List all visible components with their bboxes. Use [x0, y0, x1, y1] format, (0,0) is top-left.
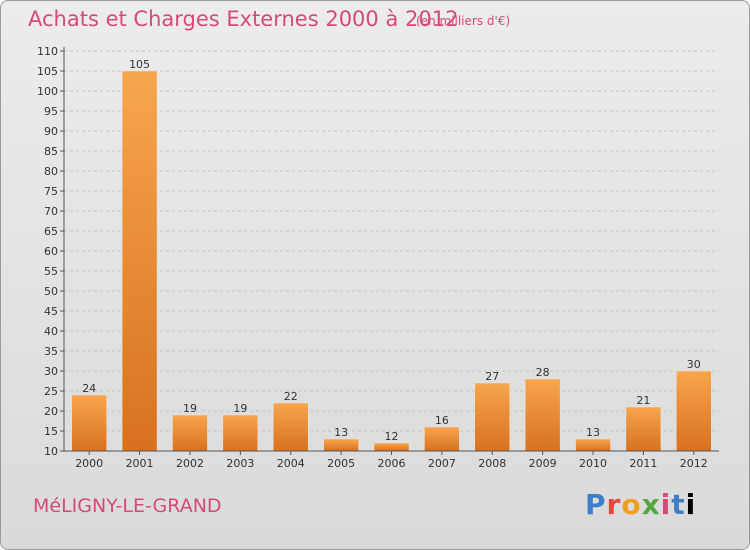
x-tick-label: 2008 — [478, 457, 506, 470]
y-tick-label: 90 — [44, 125, 58, 138]
proxiti-logo: Proxiti — [585, 488, 696, 521]
logo-letter: r — [606, 488, 622, 521]
y-tick-label: 55 — [44, 265, 58, 278]
y-tick-label: 75 — [44, 185, 58, 198]
grid-lines — [64, 50, 719, 452]
bar-value-label: 105 — [129, 58, 150, 71]
bar-value-label: 27 — [485, 370, 499, 383]
x-tick-label: 2000 — [75, 457, 103, 470]
bar — [524, 378, 561, 452]
x-tick-label: 2010 — [579, 457, 607, 470]
x-tick-label: 2002 — [176, 457, 204, 470]
bar-value-label: 13 — [334, 426, 348, 439]
bar — [222, 414, 259, 452]
bar — [272, 402, 309, 452]
x-tick-label: 2001 — [126, 457, 154, 470]
y-axis-ticks: 10 15 20 25 30 35 40 45 50 55 60 65 70 75 80 85 90 95 100 1… — [37, 45, 64, 458]
bar — [373, 442, 410, 452]
chart-title: Achats et Charges Externes 2000 à 2012 — [28, 7, 459, 31]
y-tick-label: 20 — [44, 405, 58, 418]
y-tick-label: 100 — [37, 85, 58, 98]
bar-value-label: 24 — [82, 382, 96, 395]
y-tick-label: 70 — [44, 205, 58, 218]
y-tick-label: 50 — [44, 285, 58, 298]
bar — [424, 426, 460, 452]
x-tick-label: 2005 — [327, 457, 355, 470]
bar-value-label: 12 — [385, 430, 399, 443]
bar — [121, 70, 158, 452]
y-tick-label: 105 — [37, 65, 58, 78]
x-tick-label: 2006 — [378, 457, 406, 470]
bar — [474, 382, 511, 452]
bar — [323, 438, 359, 452]
logo-letter: x — [641, 488, 661, 521]
x-tick-label: 2003 — [226, 457, 254, 470]
logo-letter: i — [685, 488, 697, 521]
bar-value-label: 19 — [183, 402, 197, 415]
bar — [71, 394, 107, 452]
x-tick-label: 2011 — [629, 457, 657, 470]
town-name: MéLIGNY-LE-GRAND — [33, 495, 222, 517]
logo-letter: P — [585, 488, 607, 521]
y-tick-label: 10 — [44, 445, 58, 458]
bar-value-label: 13 — [586, 426, 600, 439]
logo-letter: t — [671, 488, 686, 521]
y-tick-label: 25 — [44, 385, 58, 398]
bar-value-label: 30 — [687, 358, 701, 371]
logo-letter: o — [621, 488, 642, 521]
y-tick-label: 45 — [44, 305, 58, 318]
chart-subtitle: (en milliers d'€) — [416, 14, 511, 28]
y-tick-label: 110 — [37, 45, 58, 58]
bar-value-label: 21 — [636, 394, 650, 407]
y-tick-label: 30 — [44, 365, 58, 378]
bar — [172, 414, 208, 452]
y-tick-label: 95 — [44, 105, 58, 118]
x-tick-label: 2007 — [428, 457, 456, 470]
bar — [676, 370, 712, 452]
y-tick-label: 65 — [44, 225, 58, 238]
bar-value-label: 19 — [233, 402, 247, 415]
bar — [625, 406, 662, 452]
bar-value-label: 28 — [536, 366, 550, 379]
y-tick-label: 15 — [44, 425, 58, 438]
y-tick-label: 40 — [44, 325, 58, 338]
y-tick-label: 80 — [44, 165, 58, 178]
x-axis-ticks: 2000 2001 2002 2003 2004 2005 2006 2007 2008 2009… — [75, 451, 708, 470]
y-tick-label: 85 — [44, 145, 58, 158]
bars: 24 105 19 19 22 13 12 16 27 28 13 21 30 — [71, 58, 712, 452]
x-tick-label: 2012 — [680, 457, 708, 470]
y-tick-label: 60 — [44, 245, 58, 258]
bar-value-label: 22 — [284, 390, 298, 403]
y-tick-label: 35 — [44, 345, 58, 358]
x-tick-label: 2004 — [277, 457, 305, 470]
x-tick-label: 2009 — [529, 457, 557, 470]
bar-value-label: 16 — [435, 414, 449, 427]
logo-letter: i — [660, 488, 672, 521]
bar — [575, 438, 611, 452]
